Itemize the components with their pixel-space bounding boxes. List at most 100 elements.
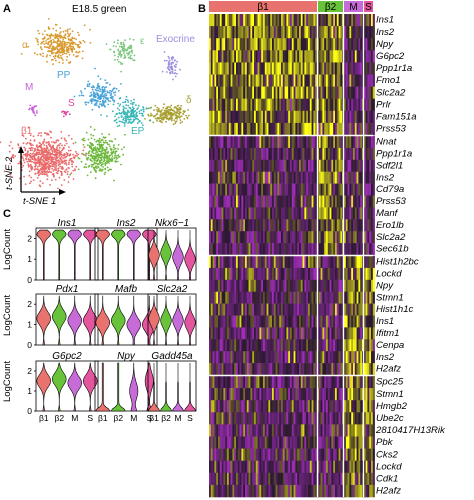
heatmap-cell	[290, 219, 293, 232]
heatmap-cell	[349, 159, 352, 172]
heatmap-cell	[300, 315, 303, 328]
tsne-point	[118, 97, 121, 100]
tsne-point	[96, 84, 99, 87]
tsne-point	[40, 42, 42, 45]
tsne-point	[66, 28, 69, 31]
heatmap-cell	[356, 279, 359, 292]
tsne-point	[60, 44, 63, 47]
heatmap-cell	[304, 74, 307, 87]
heatmap-cell	[266, 86, 269, 99]
heatmap-cell	[237, 363, 240, 376]
tsne-point	[87, 101, 89, 104]
heatmap-cell	[324, 376, 327, 389]
heatmap-cell	[347, 291, 350, 304]
heatmap-cell	[245, 315, 248, 328]
heatmap-cell	[236, 267, 239, 281]
heatmap-cell	[302, 74, 305, 87]
heatmap-cell	[326, 38, 329, 51]
heatmap-cell	[297, 136, 300, 149]
tsne-point	[75, 165, 78, 168]
tsne-point	[50, 171, 53, 174]
heatmap-cell	[344, 291, 347, 304]
heatmap-cell	[351, 267, 354, 281]
heatmap-cell	[353, 327, 356, 340]
heatmap-cell	[344, 171, 347, 184]
tsne-point	[36, 53, 39, 56]
heatmap-cell	[331, 98, 334, 112]
tsne-point	[43, 43, 46, 45]
heatmap-cell	[329, 74, 332, 87]
heatmap-cell	[336, 315, 339, 328]
heatmap-cell	[351, 303, 354, 316]
heatmap-cell	[340, 171, 343, 184]
heatmap-cell	[221, 303, 224, 316]
heatmap-cell	[344, 219, 347, 232]
heatmap-cell	[318, 327, 321, 340]
heatmap-cell	[299, 26, 302, 39]
heatmap-cell	[309, 38, 312, 51]
heatmap-cell	[367, 363, 370, 376]
heatmap-cell	[234, 243, 237, 256]
heatmap-cell	[351, 86, 354, 99]
tsne-point	[104, 162, 107, 164]
heatmap-cell	[248, 327, 251, 340]
heatmap-cell	[257, 279, 260, 292]
heatmap-cell	[299, 315, 302, 328]
heatmap-cell	[223, 363, 226, 376]
heatmap-cell	[295, 339, 298, 352]
tsne-point	[132, 59, 135, 62]
tsne-point	[48, 50, 50, 53]
heatmap-cell	[236, 110, 239, 124]
tsne-point	[28, 107, 31, 110]
heatmap-cell	[306, 351, 309, 364]
heatmap-cell	[313, 159, 316, 172]
heatmap-cell	[297, 183, 300, 196]
heatmap-cell	[277, 159, 280, 172]
heatmap-cell	[261, 279, 264, 292]
heatmap-cell	[221, 291, 224, 304]
heatmap-cell	[279, 122, 282, 136]
heatmap-cell	[372, 363, 375, 376]
heatmap-cell	[369, 38, 372, 51]
heatmap-cell	[268, 315, 271, 328]
heatmap-cell	[218, 122, 221, 136]
heatmap-cell	[367, 327, 370, 340]
tsne-point	[120, 41, 122, 44]
heatmap-cell	[234, 219, 237, 232]
heatmap-cell	[371, 315, 374, 328]
heatmap-cell	[216, 327, 219, 340]
heatmap-cell	[279, 14, 282, 27]
heatmap-cell	[344, 26, 347, 39]
heatmap-cell	[264, 315, 267, 328]
heatmap-cell	[255, 376, 258, 389]
tsne-point	[126, 48, 129, 50]
heatmap-cell	[306, 171, 309, 184]
heatmap-cell	[272, 74, 275, 87]
heatmap-cell	[236, 231, 239, 244]
tsne-point	[130, 57, 133, 60]
tsne-point	[119, 103, 122, 106]
heatmap-cell	[351, 219, 354, 232]
heatmap-cell	[275, 147, 278, 161]
tsne-point	[163, 103, 165, 106]
tsne-point	[88, 83, 91, 86]
tsne-point	[23, 146, 26, 149]
heatmap-cell	[221, 219, 224, 232]
heatmap-cell	[241, 195, 244, 208]
heatmap-cell	[297, 171, 300, 184]
heatmap-cell	[266, 50, 269, 63]
heatmap-cell	[234, 303, 237, 316]
heatmap-cell	[225, 136, 228, 149]
tsne-point	[62, 160, 64, 163]
heatmap-cell	[345, 195, 348, 208]
tsne-point	[74, 150, 77, 153]
heatmap-cell	[349, 376, 352, 389]
heatmap-cell	[347, 351, 350, 364]
heatmap-cell	[261, 363, 264, 376]
tsne-point	[120, 46, 123, 48]
heatmap-cell	[340, 363, 343, 376]
tsne-point	[94, 152, 97, 155]
heatmap-cell	[264, 207, 267, 220]
heatmap-cell	[369, 136, 372, 149]
heatmap-cell	[279, 291, 282, 304]
